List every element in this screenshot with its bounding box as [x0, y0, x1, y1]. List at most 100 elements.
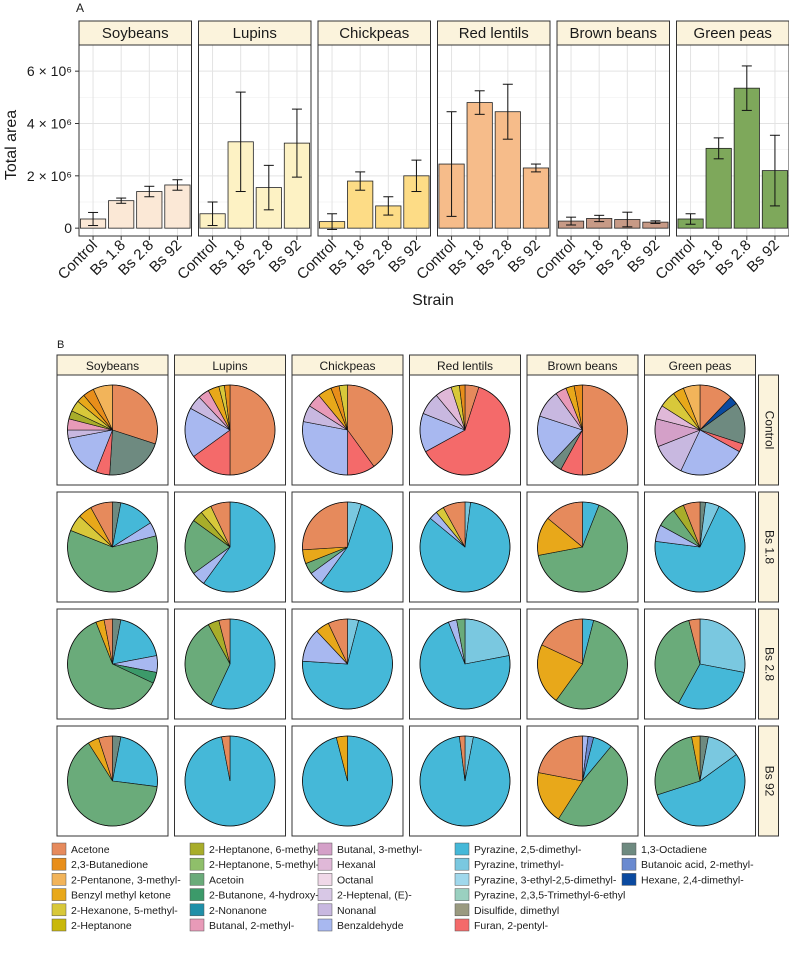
legend-swatch-2-heptenal-e [317, 888, 333, 901]
legend-swatch-octanal [317, 873, 333, 886]
legend-swatch-acetoin [189, 873, 205, 886]
legend-label: Pyrazine, trimethyl- [474, 859, 564, 871]
legend-label: Acetoin [209, 874, 244, 886]
panel-a-label: A [76, 1, 84, 15]
bar-soybeans-bs-1-8 [108, 200, 135, 229]
pie-outline [537, 618, 628, 710]
legend-label: 2-Heptanone, 6-methyl- [209, 844, 320, 856]
facet-label: Green peas [694, 25, 772, 42]
legend-swatch-2-3-butanedione [51, 857, 67, 871]
facet-strip [317, 20, 431, 46]
pie-column-label: Red lentils [437, 359, 493, 373]
legend-label: 2-Nonanone [209, 905, 267, 917]
pie-outline [654, 618, 746, 710]
legend-label: Butanal, 3-methyl- [337, 844, 423, 856]
legend-swatch-2-hexanone-5-methyl [51, 903, 67, 917]
pie-row-strip [758, 491, 779, 603]
pie-column-label: Chickpeas [319, 359, 375, 373]
pie-outline [184, 501, 276, 593]
pie-outline [67, 735, 158, 827]
pie-outline [537, 384, 628, 476]
legend-label: Disulfide, dimethyl [474, 905, 559, 917]
legend-label: Benzaldehyde [337, 920, 404, 932]
legend-swatch-butanoic-acid-2-methyl [621, 857, 637, 871]
legend-swatch-2-pentanone-3-methyl [51, 873, 67, 886]
pie-outline [302, 384, 393, 476]
facet-label: Lupins [233, 25, 277, 42]
facet-label: Red lentils [459, 25, 529, 42]
legend-label: Pyrazine, 3-ethyl-2,5-dimethyl- [474, 874, 617, 886]
pie-outline [654, 735, 746, 827]
pie-outline [302, 618, 393, 710]
legend-label: 2,3-Butanedione [71, 859, 148, 871]
facet-label: Soybeans [102, 25, 169, 42]
pie-outline [67, 384, 158, 476]
pie-grid: Soybeans Lupins Chickpeas Red lentils Brown … [56, 354, 779, 837]
pie-outline [302, 501, 393, 593]
legend-swatch-butanal-3-methyl [317, 842, 333, 856]
legend-swatch-nonanal [317, 903, 333, 917]
pie-column-label: Brown beans [547, 359, 617, 373]
pie-outline [184, 384, 276, 476]
pie-outline [654, 384, 746, 476]
legend-swatch-pyrazine-3-ethyl-2-5-dimethyl [454, 873, 470, 886]
facet-strip [78, 20, 192, 46]
pie-row-label: Control [762, 411, 776, 450]
legend-label: 2-Heptanone [71, 920, 132, 932]
pie-column-label: Lupins [212, 359, 247, 373]
y-tick-label: 2 × 10⁶ [27, 168, 72, 184]
legend-label: Butanal, 2-methyl- [209, 920, 295, 932]
legend-label: 2-Butanone, 4-hydroxy- [209, 890, 319, 902]
pie-row-strip [758, 608, 779, 720]
legend-label: 1,3-Octadiene [641, 844, 707, 856]
facet-border [556, 44, 670, 237]
legend-label: 2-Pentanone, 3-methyl- [71, 874, 181, 886]
legend-swatch-2-nonanone [189, 903, 205, 917]
legend-label: 2-Heptenal, (E)- [337, 890, 412, 902]
legend-label: Hexanal [337, 859, 376, 871]
legend-swatch-acetone [51, 842, 67, 856]
facet-border [676, 44, 789, 237]
legend-label: Benzyl methyl ketone [71, 890, 171, 902]
facet-strip [676, 20, 789, 46]
pie-row-label: Bs 92 [762, 766, 776, 797]
pie-outline [419, 501, 511, 593]
pie-column-label: Soybeans [86, 359, 139, 373]
legend-label: Octanal [337, 874, 373, 886]
legend-swatch-benzyl-methyl-ketone [51, 888, 67, 901]
facet-border [78, 44, 192, 237]
pie-row-label: Bs 2.8 [762, 647, 776, 681]
pie-row-strip [758, 374, 779, 486]
facet-border [198, 44, 312, 237]
panel-b-label: B [57, 339, 64, 351]
bar-soybeans-bs-2-8 [136, 191, 163, 229]
y-tick-label: 0 [64, 220, 72, 236]
legend-swatch-hexane-2-4-dimethyl [621, 873, 637, 886]
facet-label: Brown beans [569, 25, 657, 42]
legend-label: 2-Hexanone, 5-methyl- [71, 905, 178, 917]
facet-strip [198, 20, 312, 46]
legend-swatch-disulfide-dimethyl [454, 903, 470, 917]
facet-strip [556, 20, 670, 46]
legend-label: Pyrazine, 2,5-dimethyl- [474, 844, 582, 856]
pie-row-label: Bs 1.8 [762, 530, 776, 564]
y-tick-label: 4 × 10⁶ [27, 115, 72, 131]
legend-swatch-benzaldehyde [317, 918, 333, 932]
pie-outline [537, 501, 628, 593]
pie-outline [419, 735, 511, 827]
facet-label: Chickpeas [339, 25, 409, 42]
bar-green-peas-bs-2-8 [733, 87, 760, 229]
legend-swatch-pyrazine-trimethyl [454, 857, 470, 871]
bar-red-lentils-bs-1-8 [466, 102, 493, 229]
x-axis-title: Strain [412, 292, 454, 309]
pie-outline [419, 618, 511, 710]
legend-label: Acetone [71, 844, 110, 856]
legend: Acetone 2,3-Butanedione 2-Pentanone, 3-met… [51, 842, 754, 932]
legend-label: Pyrazine, 2,3,5-Trimethyl-6-ethyl [474, 890, 625, 902]
legend-label: Butanoic acid, 2-methyl- [641, 859, 754, 871]
legend-swatch-2-butanone-4-hydroxy [189, 888, 205, 901]
y-tick-label: 6 × 10⁶ [27, 63, 72, 79]
legend-swatch-1-3-octadiene [621, 842, 637, 856]
pie-outline [184, 735, 276, 827]
